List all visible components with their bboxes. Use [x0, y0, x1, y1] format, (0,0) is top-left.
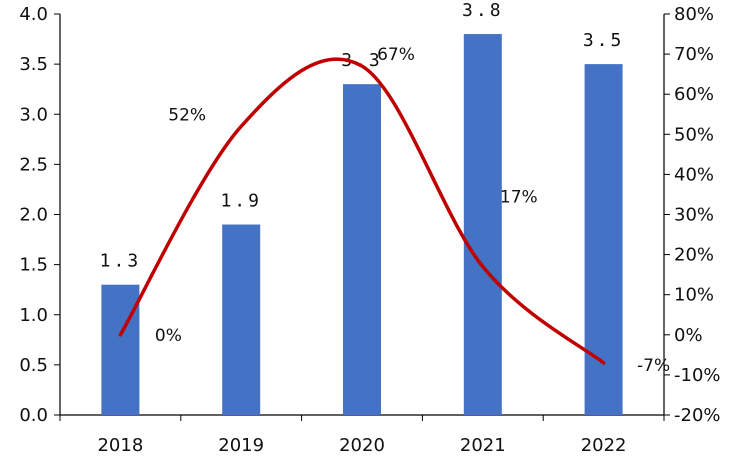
left-tick-label: 3.5: [19, 54, 48, 75]
right-tick-label: 70%: [674, 44, 714, 65]
right-tick-label: 40%: [674, 164, 714, 185]
bar-value-label: 1.3: [100, 251, 142, 272]
growth-line: [118, 57, 606, 365]
right-axis-ticks: -20% -10% 0% 10% 20% 30% 40% 50% 60% 70% 80%: [664, 4, 721, 426]
bar-value-label: 3.3: [341, 50, 383, 71]
right-tick-label: -20%: [674, 405, 721, 426]
growth-labels: 0% 52% 67% 17% -7%: [155, 45, 670, 376]
bars: [101, 34, 623, 416]
left-tick-label: 2.0: [19, 205, 48, 226]
bar-labels: 1.3 1.9 3.3 3.8 3.5: [100, 0, 625, 272]
left-tick-label: 1.5: [19, 255, 48, 276]
x-tick-label: 2019: [218, 435, 264, 456]
x-tick-label: 2022: [581, 435, 627, 456]
left-tick-label: 0.5: [19, 355, 48, 376]
right-tick-label: 10%: [674, 285, 714, 306]
bar-2019: [222, 224, 261, 415]
left-tick-label: 3.0: [19, 104, 48, 125]
right-tick-label: 80%: [674, 4, 714, 25]
growth-value-label: 17%: [500, 188, 538, 208]
bar-value-label: 3.5: [583, 30, 625, 51]
bar-value-label: 1.9: [220, 191, 262, 212]
growth-value-label: -7%: [637, 356, 670, 376]
x-tick-label: 2021: [460, 435, 506, 456]
right-tick-label: 30%: [674, 205, 714, 226]
x-tick-label: 2018: [97, 435, 143, 456]
x-tick-label: 2020: [339, 435, 385, 456]
left-tick-label: 4.0: [19, 4, 48, 25]
growth-value-label: 52%: [168, 105, 206, 125]
bar-2018: [101, 284, 140, 415]
right-tick-label: -10%: [674, 365, 721, 386]
bar-2020: [343, 84, 381, 416]
right-tick-label: 20%: [674, 245, 714, 266]
growth-value-label: 0%: [155, 326, 182, 346]
left-axis-ticks: 0.0 0.5 1.0 1.5 2.0 2.5 3.0 3.5 4.0: [19, 4, 60, 426]
bar-2021: [463, 34, 502, 416]
right-tick-label: 50%: [674, 124, 714, 145]
growth-value-label: 67%: [377, 45, 415, 65]
bar-2022: [584, 64, 623, 415]
bar-value-label: 3.8: [462, 0, 504, 21]
left-tick-label: 1.0: [19, 305, 48, 326]
left-tick-label: 2.5: [19, 154, 48, 175]
right-tick-label: 60%: [674, 84, 714, 105]
left-tick-label: 0.0: [19, 405, 48, 426]
growth-line-layer: [118, 57, 606, 365]
right-tick-label: 0%: [674, 325, 703, 346]
x-axis-ticks: 2018 2019 2020 2021 2022: [59, 415, 665, 456]
